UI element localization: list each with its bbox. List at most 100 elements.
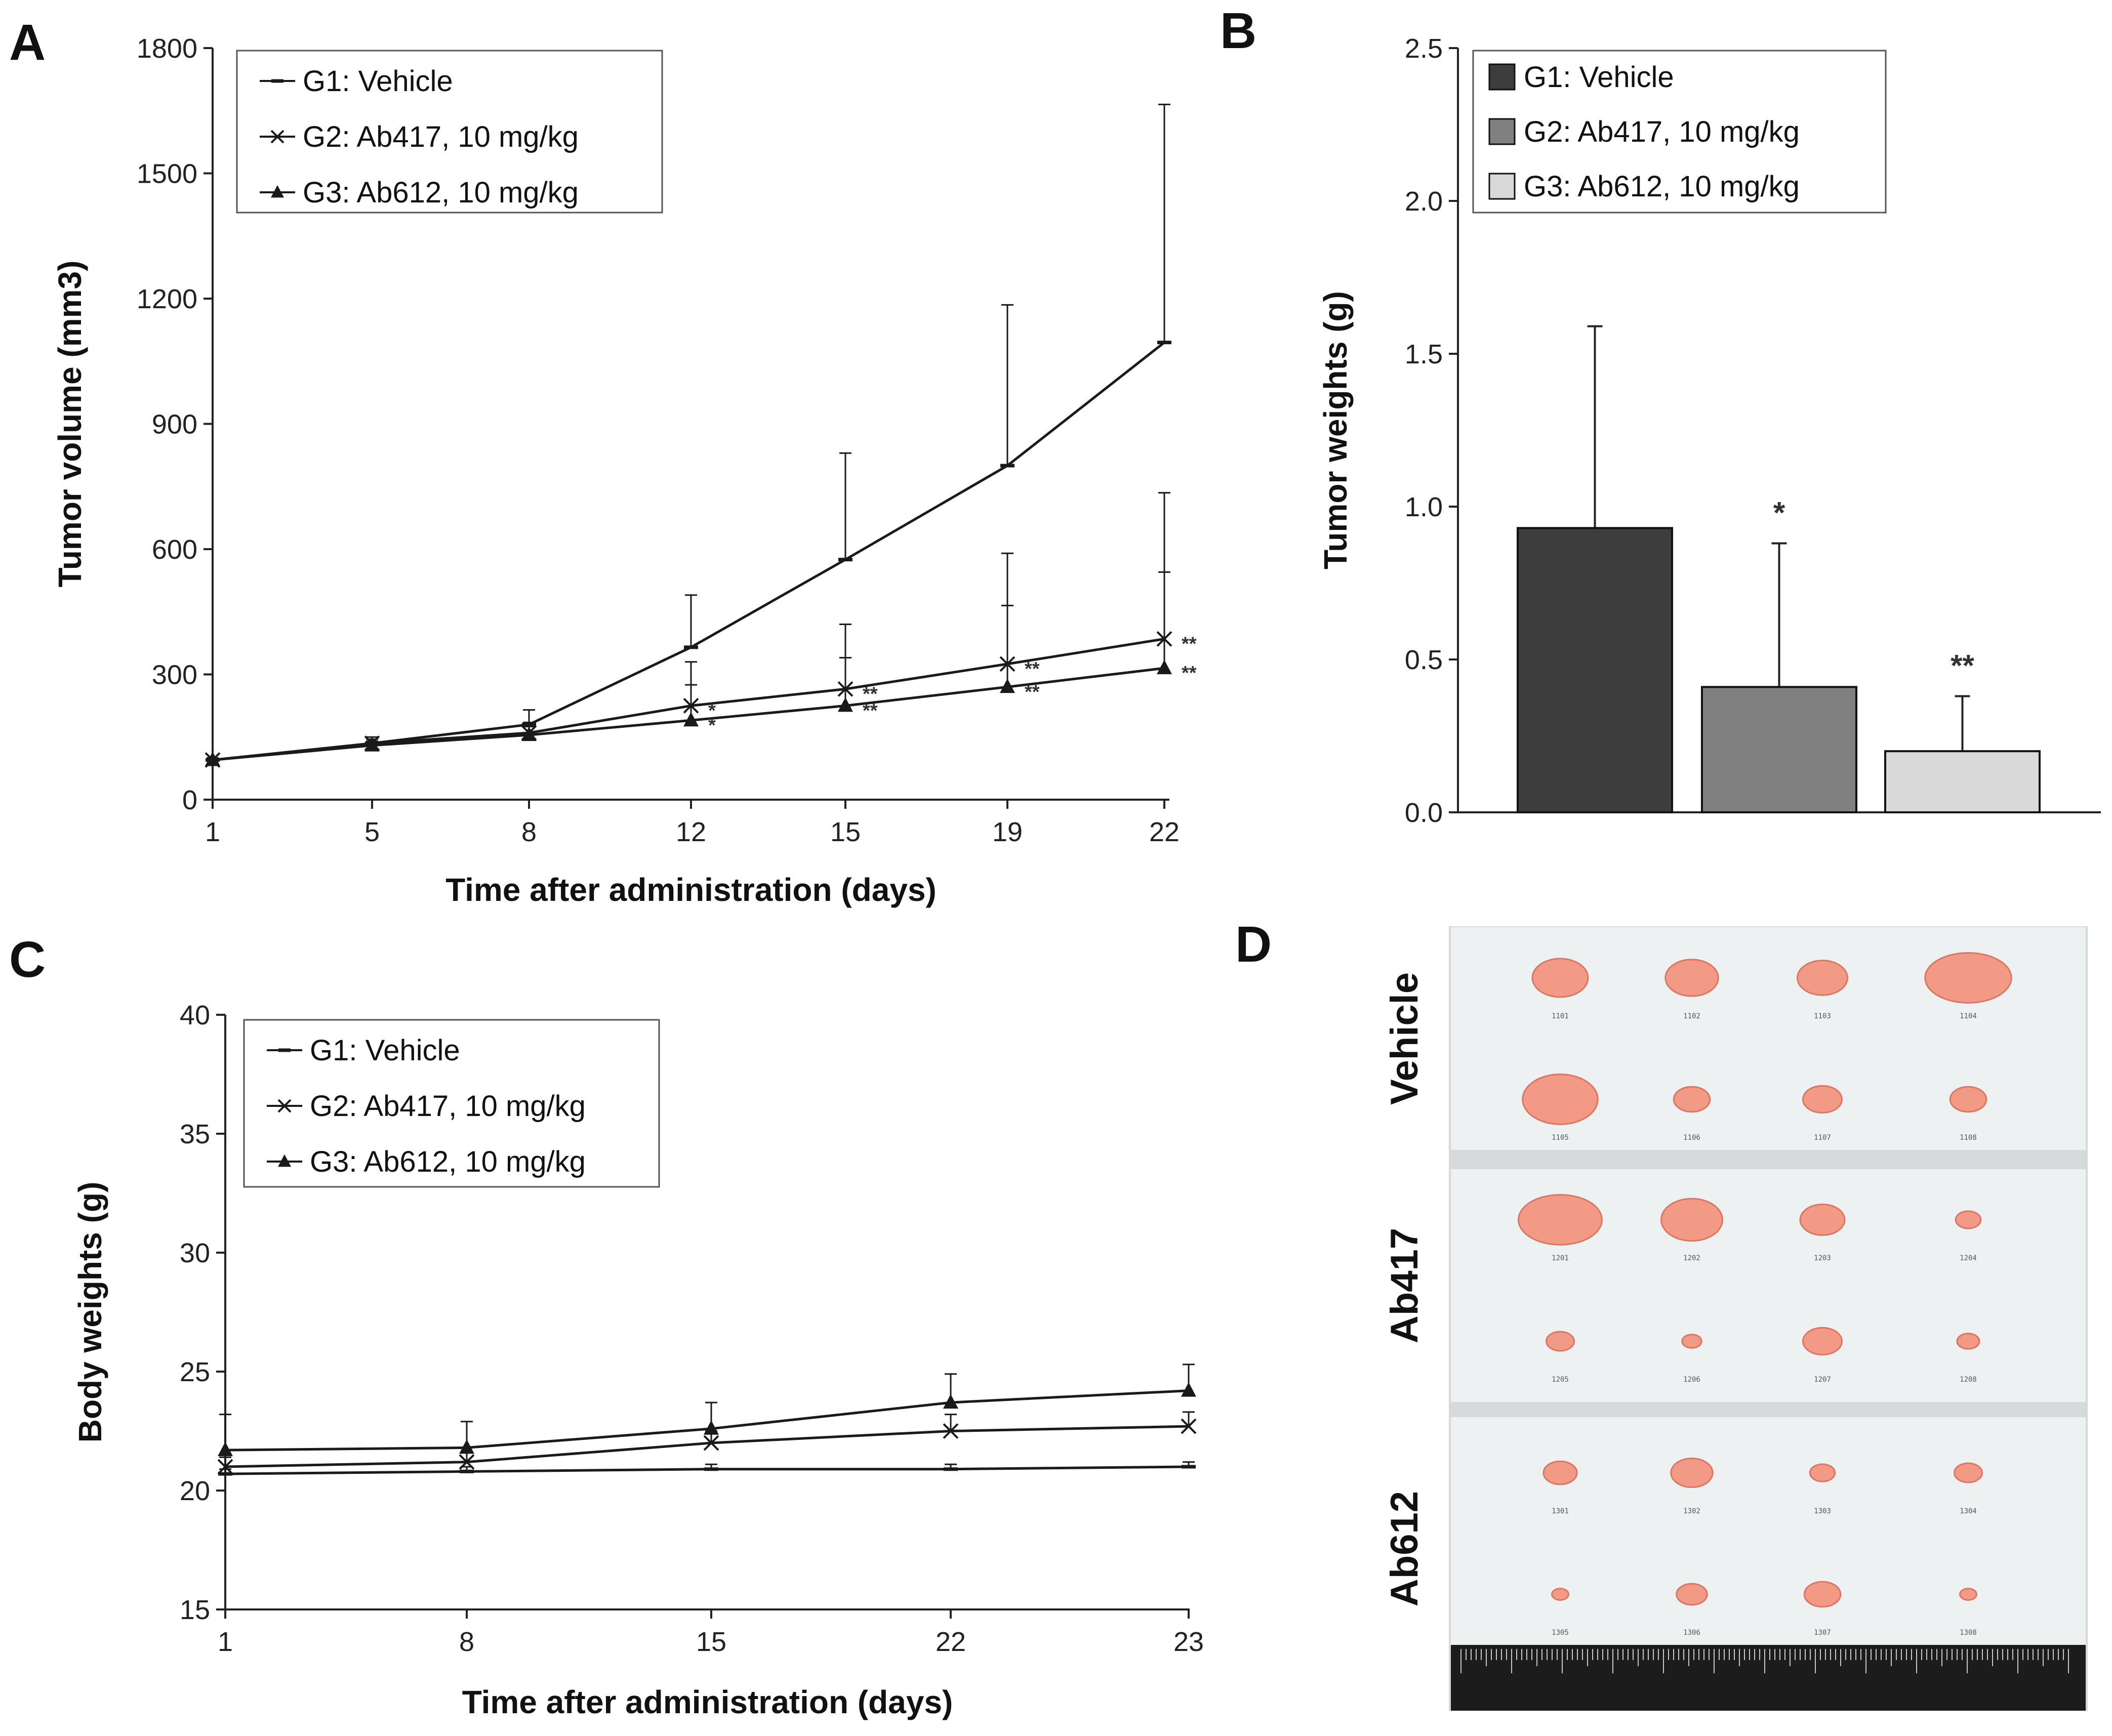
tumor-specimen (1802, 1085, 1843, 1114)
c-ytick-label: 40 (180, 1000, 210, 1030)
a-ytick-label: 300 (152, 660, 197, 690)
a-point-s3 (1157, 659, 1172, 675)
c-point-s3 (704, 1420, 719, 1435)
c-ytick-label: 25 (180, 1357, 210, 1387)
c-point-s2 (703, 1435, 719, 1451)
tumor-specimen (1531, 958, 1589, 998)
a-point-s3 (364, 737, 380, 752)
c-ytick-label: 15 (180, 1595, 210, 1625)
tumor-specimen (1949, 1086, 1987, 1113)
panel-label-a: A (9, 14, 46, 71)
photo-d-excised-tumors: Vehicle 1101 1102 1103 1104 1105 1106 1107 1108 A… (1383, 926, 2088, 1711)
b-bar-1 (1517, 527, 1673, 813)
b-bar-2 (1701, 686, 1857, 813)
a-ytick-label: 600 (152, 534, 197, 565)
tumor-id-label: 1306 (1683, 1629, 1700, 1637)
a-legend-marker (270, 130, 285, 144)
b-ytick-label: 2.0 (1405, 186, 1443, 217)
a-legend-box (236, 50, 663, 214)
c-legend-label: G2: Ab417, 10 mg/kg (310, 1090, 586, 1123)
panel-label-c: C (9, 931, 46, 988)
tumor-specimen (1924, 952, 2012, 1004)
c-legend-box (243, 1019, 660, 1188)
c-x-title: Time after administration (days) (462, 1684, 953, 1720)
tumor-id-label: 1206 (1683, 1376, 1700, 1384)
b-legend-label: G3: Ab612, 10 mg/kg (1524, 170, 1800, 203)
a-xtick-label: 19 (992, 817, 1023, 847)
tumor-specimen (1673, 1086, 1711, 1113)
tumor-specimen (1542, 1460, 1578, 1485)
tumor-id-label: 1203 (1814, 1254, 1831, 1262)
c-xtick-label: 8 (459, 1627, 474, 1657)
tumor-specimen (1546, 1331, 1575, 1352)
tumor-id-label: 1304 (1960, 1507, 1977, 1515)
a-series-line-1 (212, 341, 1165, 762)
b-ytick-label: 0.5 (1405, 645, 1443, 675)
a-significance-star: ** (863, 700, 878, 721)
b-legend-label: G1: Vehicle (1524, 61, 1674, 94)
chart-c-body-weights: 15 20 25 30 35 40 1 8 15 22 23 Time after administr… (72, 1000, 1204, 1720)
c-series-line-3 (225, 1389, 1189, 1452)
a-legend-label: G3: Ab612, 10 mg/kg (303, 176, 579, 209)
tumor-specimen (1803, 1581, 1842, 1608)
a-significance-star: * (708, 715, 716, 736)
c-point-s2 (943, 1423, 959, 1439)
a-xtick-label: 12 (676, 817, 706, 847)
c-xtick-label: 22 (936, 1627, 966, 1657)
tumor-id-label: 1208 (1960, 1376, 1977, 1384)
tumor-id-label: 1102 (1683, 1012, 1700, 1020)
b-significance-star: ** (1951, 648, 1974, 682)
photo-row-label: Ab612 (1383, 1491, 1426, 1606)
tumor-specimen (1664, 959, 1719, 997)
a-point-s3 (521, 726, 537, 741)
tumor-specimen (1522, 1073, 1599, 1125)
a-significance-star: ** (1025, 681, 1040, 702)
c-legend-label: G1: Vehicle (310, 1034, 460, 1067)
a-ytick-label: 900 (152, 409, 197, 440)
b-legend-swatch (1488, 118, 1516, 145)
b-significance-star: * (1773, 495, 1785, 529)
tumor-specimen (1660, 1197, 1723, 1242)
a-point-s3 (1000, 678, 1015, 693)
b-legend-label: G2: Ab417, 10 mg/kg (1524, 115, 1800, 148)
ruler (1451, 1645, 2086, 1711)
tumor-id-label: 1107 (1814, 1134, 1831, 1142)
a-significance-star: ** (1182, 633, 1197, 654)
tumor-id-label: 1207 (1814, 1376, 1831, 1384)
tumor-specimen (1959, 1588, 1977, 1601)
tumor-specimen (1670, 1458, 1714, 1488)
a-point-s3 (683, 712, 699, 727)
c-point-s2 (1181, 1418, 1197, 1434)
c-legend-marker (278, 1154, 291, 1167)
tumor-id-label: 1106 (1683, 1134, 1700, 1142)
tumor-specimen (1676, 1583, 1708, 1606)
tumor-id-label: 1101 (1552, 1012, 1569, 1020)
a-xtick-label: 5 (364, 817, 380, 847)
tumor-id-label: 1302 (1683, 1507, 1700, 1515)
c-point-s3 (459, 1439, 474, 1454)
a-point-s3 (838, 697, 853, 712)
tumor-id-label: 1201 (1552, 1254, 1569, 1262)
panel-label-d: D (1235, 916, 1272, 973)
tumor-specimen (1681, 1334, 1702, 1349)
a-series-line-2 (212, 637, 1165, 762)
tumor-specimen (1954, 1462, 1983, 1483)
tumor-id-label: 1305 (1552, 1629, 1569, 1637)
a-legend-label: G2: Ab417, 10 mg/kg (303, 120, 579, 153)
photo-row-label: Vehicle (1383, 972, 1426, 1105)
tumor-id-label: 1202 (1683, 1254, 1700, 1262)
a-xtick-label: 8 (521, 817, 537, 847)
c-legend-label: G3: Ab612, 10 mg/kg (310, 1145, 586, 1178)
b-bar-3 (1884, 750, 2041, 813)
c-ytick-label: 30 (180, 1238, 210, 1268)
c-ytick-label: 35 (180, 1119, 210, 1149)
a-xtick-label: 1 (205, 817, 220, 847)
tumor-specimen (1797, 960, 1848, 996)
c-xtick-label: 15 (696, 1627, 726, 1657)
tumor-id-label: 1104 (1960, 1012, 1977, 1020)
b-ytick-label: 2.5 (1405, 33, 1443, 64)
c-point-s3 (218, 1441, 233, 1457)
a-legend-label: G1: Vehicle (303, 65, 453, 98)
b-ytick-label: 0.0 (1405, 798, 1443, 828)
tumor-id-label: 1204 (1960, 1254, 1977, 1262)
